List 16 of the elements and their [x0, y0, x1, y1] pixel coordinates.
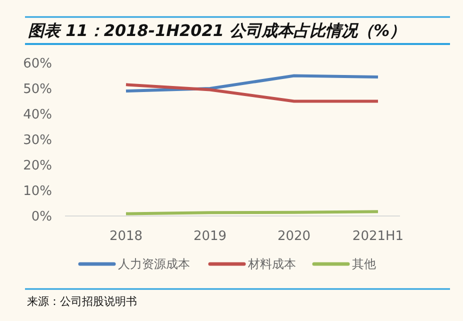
y-tick-label: 20% — [23, 158, 52, 174]
y-tick-label: 60% — [23, 56, 52, 72]
x-tick-label: 2020 — [277, 229, 311, 244]
y-tick-label: 30% — [23, 133, 52, 148]
x-tick-label: 2018 — [109, 229, 143, 244]
x-tick-label: 2019 — [193, 229, 227, 244]
chart-title: 图表 11：2018-1H2021 公司成本占比情况（%） — [28, 21, 406, 40]
y-tick-label: 10% — [23, 184, 52, 200]
y-tick-label: 0% — [31, 210, 52, 225]
x-tick-label: 2021H1 — [352, 229, 404, 244]
y-tick-label: 50% — [23, 82, 52, 98]
legend-label: 其他 — [352, 257, 376, 272]
legend-label: 材料成本 — [247, 257, 296, 272]
y-tick-label: 40% — [23, 108, 52, 123]
source-note: 来源：公司招股说明书 — [27, 295, 137, 308]
legend-label: 人力资源成本 — [118, 257, 190, 272]
